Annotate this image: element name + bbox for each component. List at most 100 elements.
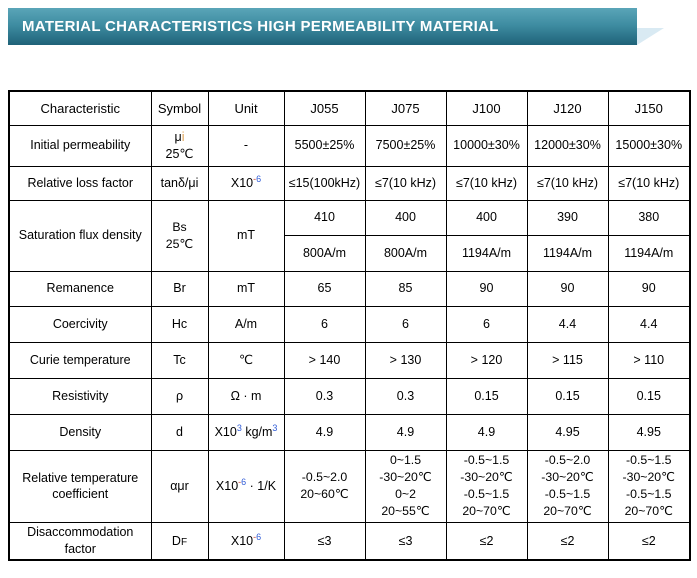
row-label: Curie temperature [8, 341, 152, 379]
value-cell: 1194A/m [607, 234, 691, 272]
exponent: -6 [253, 531, 262, 542]
value-cell: > 130 [364, 341, 447, 379]
col-header-j075: J075 [364, 90, 447, 126]
value-cell: ≤15(100kHz) [283, 165, 366, 201]
symbol-cell: Bs 25℃ [150, 199, 209, 272]
value-cell: 4.4 [526, 305, 609, 343]
value-cell: 90 [445, 270, 528, 307]
value-cell: 10000±30% [445, 124, 528, 167]
value-cell: 0.3 [364, 377, 447, 415]
value-cell: 4.95 [526, 413, 609, 451]
symbol-subscript-f: F [180, 536, 188, 548]
exponent: -6 [238, 476, 247, 487]
symbol-cell: ρ [150, 377, 209, 415]
row-label: Coercivity [8, 305, 152, 343]
col-header-j055: J055 [283, 90, 366, 126]
material-characteristics-table: Characteristic Symbol Unit J055 J075 J10… [8, 90, 691, 561]
value-cell: 4.4 [607, 305, 691, 343]
row-label: Initial permeability [8, 124, 152, 167]
section-header-banner: MATERIAL CHARACTERISTICS HIGH PERMEABILI… [8, 8, 664, 45]
value-cell: 6 [364, 305, 447, 343]
col-header-j100: J100 [445, 90, 528, 126]
value-cell: > 110 [607, 341, 691, 379]
symbol-cell: tanδ/μi [150, 165, 209, 201]
row-label: Relative loss factor [8, 165, 152, 201]
value-cell: 400 [445, 199, 528, 236]
col-header-unit: Unit [207, 90, 285, 126]
value-cell: 12000±30% [526, 124, 609, 167]
col-header-j120: J120 [526, 90, 609, 126]
symbol-cell: αμr [150, 449, 209, 523]
value-cell: ≤2 [526, 521, 609, 561]
value-cell: 0.15 [526, 377, 609, 415]
value-cell: ≤7(10 kHz) [364, 165, 447, 201]
value-cell: 15000±30% [607, 124, 691, 167]
value-cell: 0.3 [283, 377, 366, 415]
value-cell: 65 [283, 270, 366, 307]
row-label: Disaccommodation factor [8, 521, 152, 561]
row-density: Density d X103 kg/m3 4.9 4.9 4.9 4.95 4.… [8, 413, 691, 451]
symbol-cell: DF [150, 521, 209, 561]
symbol-cell: Hc [150, 305, 209, 343]
col-header-j150: J150 [607, 90, 691, 126]
value-cell: ≤7(10 kHz) [607, 165, 691, 201]
value-cell: ≤7(10 kHz) [445, 165, 528, 201]
unit-cell: X103 kg/m3 [207, 413, 285, 451]
unit-cell: X10-6 [207, 165, 285, 201]
value-cell: 410 [283, 199, 366, 236]
row-initial-permeability: Initial permeability μi 25℃ - 5500±25% 75… [8, 124, 691, 167]
unit-cell: Ω · m [207, 377, 285, 415]
value-cell: 4.9 [445, 413, 528, 451]
row-relative-temperature-coefficient: Relative temperature coefficient αμr X10… [8, 449, 691, 523]
value-cell: 380 [607, 199, 691, 236]
value-cell: -0.5~2.0 -30~20℃ -0.5~1.5 20~70℃ [526, 449, 609, 523]
value-cell: 4.95 [607, 413, 691, 451]
row-saturation-flux-density: Saturation flux density Bs 25℃ mT 410 40… [8, 199, 691, 272]
value-cell: 0~1.5 -30~20℃ 0~2 20~55℃ [364, 449, 447, 523]
unit-cell: A/m [207, 305, 285, 343]
exponent: -6 [253, 173, 262, 184]
row-curie-temperature: Curie temperature Tc ℃ > 140 > 130 > 120… [8, 341, 691, 379]
row-label: Relative temperature coefficient [8, 449, 152, 523]
row-coercivity: Coercivity Hc A/m 6 6 6 4.4 4.4 [8, 305, 691, 343]
value-cell: ≤3 [364, 521, 447, 561]
value-cell: 0.15 [607, 377, 691, 415]
symbol-cell: Br [150, 270, 209, 307]
value-cell: 90 [607, 270, 691, 307]
value-cell: ≤3 [283, 521, 366, 561]
value-cell: > 140 [283, 341, 366, 379]
value-cell: 90 [526, 270, 609, 307]
unit-cell: mT [207, 199, 285, 272]
table-header-row: Characteristic Symbol Unit J055 J075 J10… [8, 90, 691, 126]
row-label: Remanence [8, 270, 152, 307]
unit-cell: mT [207, 270, 285, 307]
unit-cell: X10-6 [207, 521, 285, 561]
unit-cell: X10-6 · 1/K [207, 449, 285, 523]
value-cell: > 115 [526, 341, 609, 379]
value-cell: 1194A/m [526, 234, 609, 272]
unit-cell: - [207, 124, 285, 167]
value-cell: ≤7(10 kHz) [526, 165, 609, 201]
row-resistivity: Resistivity ρ Ω · m 0.3 0.3 0.15 0.15 0.… [8, 377, 691, 415]
unit-cell: ℃ [207, 341, 285, 379]
exponent: 3 [272, 422, 278, 433]
row-label: Density [8, 413, 152, 451]
value-cell: -0.5~2.0 20~60℃ [283, 449, 366, 523]
exponent: 3 [236, 422, 242, 433]
value-cell: 0.15 [445, 377, 528, 415]
symbol-subscript-i: i [181, 130, 185, 144]
value-cell: -0.5~1.5 -30~20℃ -0.5~1.5 20~70℃ [607, 449, 691, 523]
symbol-cell: Tc [150, 341, 209, 379]
row-label: Saturation flux density [8, 199, 152, 272]
value-cell: ≤2 [445, 521, 528, 561]
value-cell: 800A/m [364, 234, 447, 272]
value-cell: 1194A/m [445, 234, 528, 272]
page-title: MATERIAL CHARACTERISTICS HIGH PERMEABILI… [22, 18, 499, 35]
value-cell: ≤2 [607, 521, 691, 561]
banner-ribbon-triangle-decoration [637, 28, 664, 45]
value-cell: 4.9 [283, 413, 366, 451]
col-header-symbol: Symbol [150, 90, 209, 126]
row-disaccommodation-factor: Disaccommodation factor DF X10-6 ≤3 ≤3 ≤… [8, 521, 691, 561]
symbol-cell: μi 25℃ [150, 124, 209, 167]
value-cell: 390 [526, 199, 609, 236]
